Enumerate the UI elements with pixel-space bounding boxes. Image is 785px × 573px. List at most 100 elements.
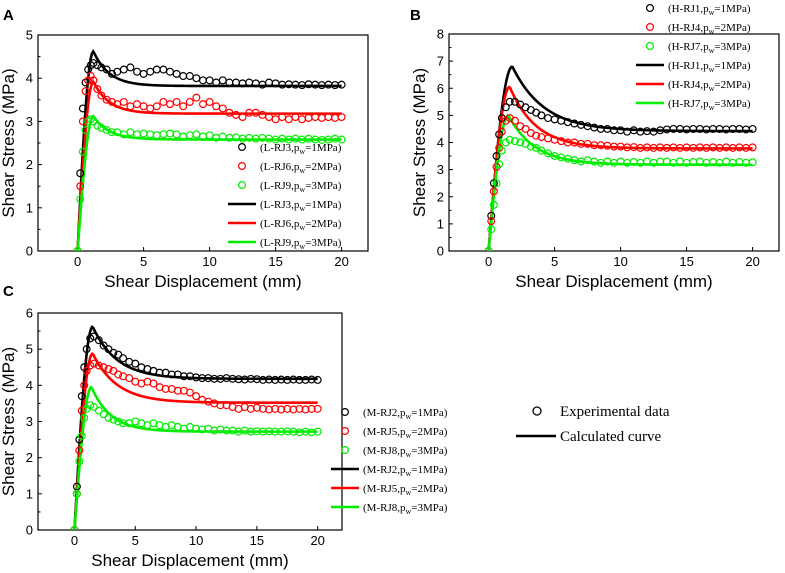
- data-point: [80, 413, 89, 422]
- data-point: [126, 128, 135, 137]
- data-point: [119, 97, 128, 106]
- legend-label-tail: =1MPa): [714, 3, 750, 15]
- calculated-curve: [73, 385, 318, 530]
- data-point: [487, 211, 496, 220]
- data-point: [149, 379, 158, 388]
- data-point: [93, 84, 102, 93]
- legend-label-tail: =2MPa): [411, 483, 447, 495]
- x-tick-label: 20: [745, 254, 759, 269]
- legend-label: (H-RJ4,pw=2MPa): [668, 79, 751, 93]
- x-tick-label: 5: [132, 533, 139, 548]
- data-point: [495, 130, 504, 139]
- legend-marker-circle: [238, 162, 247, 171]
- data-point: [298, 115, 307, 124]
- legend: (M-RJ2,pw=1MPa)(M-RJ5,pw=2MPa)(M-RJ8,pw=…: [331, 407, 448, 516]
- data-point: [295, 428, 304, 437]
- data-point: [119, 354, 128, 363]
- data-point: [172, 97, 181, 106]
- legend-label: (H-RJ7,pw=3MPa): [668, 41, 751, 55]
- data-point: [301, 427, 310, 436]
- legend-label: (M-RJ5,pw=2MPa): [363, 483, 448, 497]
- panel-c: C 0 5 10 15 20 0 1 2 3 4 5 6 Shear Displacement (mm) S…: [0, 283, 448, 570]
- data-point: [295, 375, 304, 384]
- key-experimental-label: Experimental data: [560, 404, 670, 420]
- legend-label-tail: =3MPa): [411, 445, 447, 457]
- data-point: [82, 345, 91, 354]
- y-tick-label: 1: [26, 486, 33, 501]
- data-point: [179, 372, 188, 381]
- data-point: [277, 405, 286, 414]
- data-point: [185, 72, 194, 81]
- legend-label: (L-RJ9,pw=3MPa): [260, 237, 342, 251]
- data-point: [313, 427, 322, 436]
- data-point: [228, 374, 237, 383]
- x-tick-label: 10: [613, 254, 627, 269]
- data-point: [107, 128, 116, 137]
- legend-label-sub: w: [405, 488, 411, 497]
- data-point: [495, 143, 504, 152]
- data-point: [186, 388, 195, 397]
- legend-label-sub: w: [709, 46, 715, 55]
- y-tick-label: 0: [26, 523, 33, 538]
- legend-label-main: (M-RJ2,p: [363, 464, 406, 476]
- data-point: [505, 135, 514, 144]
- data-point: [295, 404, 304, 413]
- y-tick-label: 4: [437, 135, 444, 150]
- data-point: [238, 113, 247, 122]
- data-point: [484, 247, 493, 251]
- legend-label: (M-RJ8,pw=3MPa): [363, 445, 448, 459]
- data-point: [313, 375, 322, 384]
- data-point: [172, 130, 181, 139]
- data-point: [192, 74, 201, 83]
- y-tick-label: 7: [437, 54, 444, 69]
- legend-marker-circle: [341, 408, 350, 417]
- data-point: [173, 386, 182, 395]
- data-point: [543, 114, 552, 123]
- legend-label-tail: =2MPa): [305, 218, 341, 230]
- legend-marker-circle: [341, 427, 350, 436]
- data-point: [516, 138, 525, 147]
- legend-label-main: (H-RJ4,p: [668, 79, 709, 91]
- data-point: [185, 131, 194, 140]
- x-tick-label: 10: [189, 533, 203, 548]
- data-point: [167, 370, 176, 379]
- panel-b: B 0 5 10 15 20 0 1 2 3 4 5 6 7 8 Shear Displacement (mm…: [410, 3, 780, 291]
- legend-label-main: (H-RJ7,p: [668, 41, 709, 53]
- legend-label-main: (M-RJ5,p: [363, 426, 406, 438]
- legend-marker-circle: [341, 446, 350, 455]
- data-point: [283, 427, 292, 436]
- data-point: [526, 142, 535, 151]
- data-point: [78, 117, 87, 126]
- data-point: [265, 405, 274, 414]
- data-point: [543, 134, 552, 143]
- data-point: [73, 247, 82, 251]
- legend-label-main: (L-RJ3,p: [260, 142, 300, 154]
- data-point: [487, 225, 496, 234]
- data-point: [179, 102, 188, 111]
- data-point: [271, 404, 280, 413]
- legend-label: (L-RJ6,pw=2MPa): [260, 218, 342, 232]
- panel-letter: B: [410, 7, 421, 24]
- data-point: [489, 187, 498, 196]
- x-tick-label: 5: [551, 254, 558, 269]
- y-tick-label: 8: [437, 27, 444, 42]
- calculated-curve: [73, 324, 318, 530]
- data-point: [199, 100, 208, 109]
- data-point: [277, 427, 286, 436]
- data-point: [89, 76, 98, 85]
- data-point: [218, 76, 227, 85]
- data-point: [172, 69, 181, 78]
- data-point: [89, 59, 98, 68]
- data-point: [492, 179, 501, 188]
- data-point: [205, 76, 214, 85]
- legend-label-tail: =3MPa): [411, 502, 447, 514]
- data-point: [258, 375, 267, 384]
- data-point: [99, 363, 108, 372]
- data-point: [501, 138, 510, 147]
- y-axis-title: Shear Stress (MPa): [410, 68, 429, 217]
- data-point: [748, 124, 757, 133]
- data-point: [146, 67, 155, 76]
- data-point: [487, 217, 496, 226]
- legend-label-sub: w: [405, 412, 411, 421]
- data-point: [284, 115, 293, 124]
